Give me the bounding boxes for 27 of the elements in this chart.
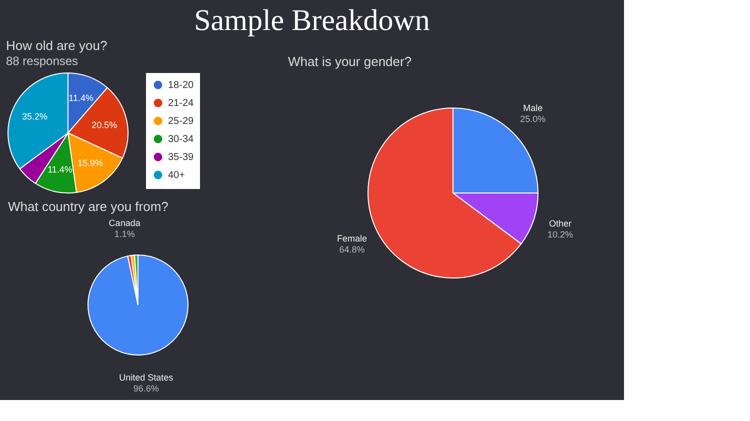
data-label: 64.8% — [339, 244, 365, 255]
slice-label: Other — [548, 218, 572, 229]
legend-label: 35-39 — [168, 152, 194, 163]
data-label: 11.4% — [48, 164, 72, 174]
pie-slice — [88, 254, 188, 356]
legend-label: 30-34 — [168, 134, 194, 145]
legend-label: 21-24 — [168, 98, 194, 109]
chart-subtitle: 88 responses — [6, 54, 78, 68]
data-label: 10.2% — [547, 230, 574, 240]
slice-label: Female — [336, 234, 368, 244]
chart-title: What is your gender? — [288, 54, 412, 69]
legend-label: 18-20 — [168, 80, 194, 91]
text: Sample Breakdown — [194, 4, 430, 37]
slice-label: Male — [523, 103, 543, 114]
slice-label: Canada — [108, 218, 140, 228]
data-label: 15.9% — [77, 158, 103, 168]
data-label: 20.5% — [92, 120, 118, 130]
data-label: 35.2% — [22, 111, 48, 122]
data-label: 96.6% — [133, 384, 159, 394]
chart-title: How old are you? — [6, 38, 108, 53]
legend-label: 25-29 — [168, 116, 194, 127]
data-label: 11.4% — [68, 93, 94, 104]
data-label: 1.1% — [114, 229, 135, 240]
slice-label: United States — [119, 372, 174, 383]
chart-title: What country are you from? — [8, 199, 168, 214]
legend-label: 40+ — [168, 170, 186, 181]
data-label: 25.0% — [520, 114, 546, 124]
